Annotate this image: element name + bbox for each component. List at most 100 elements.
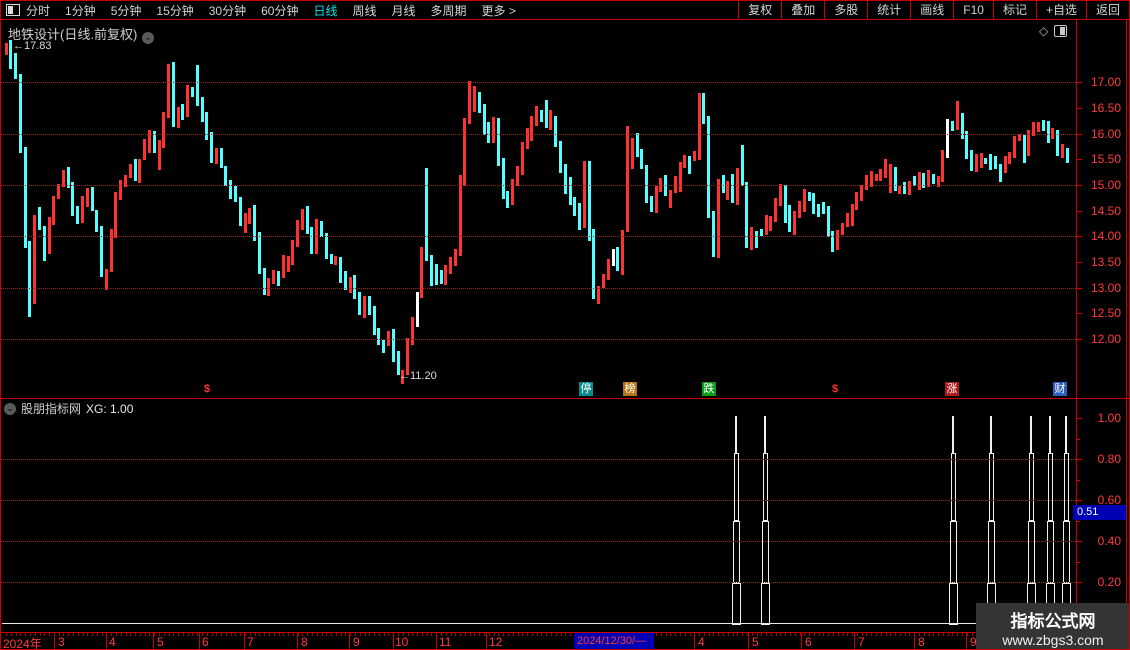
event-marker[interactable]: 涨 — [945, 382, 959, 396]
time-axis-tick — [842, 633, 844, 636]
candle — [735, 168, 739, 205]
candle — [472, 86, 476, 112]
watermark: 指标公式网 www.zbgs3.com — [976, 603, 1129, 649]
diamond-icon[interactable]: ◇ — [1039, 24, 1049, 38]
menu-item-period[interactable]: 5分钟 — [110, 3, 142, 18]
candle — [625, 126, 629, 232]
low-price-annotation: ←11.20 — [399, 370, 437, 382]
menu-item-period[interactable]: 1分钟 — [65, 3, 96, 18]
menu-item-tool[interactable]: 返回 — [1085, 1, 1129, 19]
event-marker[interactable]: 财 — [1053, 382, 1067, 396]
time-axis-tick — [746, 633, 748, 636]
time-axis-tick — [656, 633, 658, 636]
price-axis-tick — [1076, 287, 1082, 289]
signal-spike — [1065, 416, 1067, 453]
candle — [18, 73, 22, 153]
time-axis-tick — [101, 633, 103, 636]
indicator-gridline — [1, 582, 1076, 584]
menu-item-period[interactable]: 月线 — [391, 3, 416, 18]
event-marker[interactable]: 榜 — [623, 382, 637, 396]
chevron-down-icon[interactable]: ⌄ — [142, 32, 155, 44]
menu-item-period[interactable]: 15分钟 — [156, 3, 194, 18]
candle — [831, 231, 835, 252]
menu-item-tool[interactable]: 画线 — [910, 1, 953, 19]
candle — [563, 164, 567, 194]
time-axis-tick — [273, 633, 275, 636]
menu-item-tool[interactable]: 复权 — [738, 1, 781, 19]
selected-date-badge[interactable]: 2024/12/30/— — [574, 633, 654, 649]
indicator-gridline — [1, 541, 1076, 543]
chart-title[interactable]: 地铁设计(日线.前复权) ⌄ — [8, 24, 155, 44]
time-axis-tick — [761, 633, 763, 636]
main-candlestick-chart[interactable] — [1, 20, 1076, 398]
time-axis-tick — [871, 633, 873, 636]
event-marker[interactable]: 停 — [579, 382, 593, 396]
menu-item-period[interactable]: 多周期 — [430, 3, 467, 18]
candle — [860, 185, 864, 202]
menu-item-period[interactable]: 分时 — [26, 3, 51, 18]
menu-item-period[interactable]: 周线 — [352, 3, 377, 18]
price-axis-label: 16.50 — [1090, 100, 1121, 115]
indicator-name[interactable]: 股朋指标网 — [21, 402, 82, 416]
candle — [841, 222, 844, 236]
time-axis-tick — [187, 633, 189, 636]
price-axis-tick — [1076, 338, 1082, 340]
candle — [429, 255, 433, 287]
time-axis-tick — [464, 633, 466, 636]
menu-item-period[interactable]: 日线 — [313, 3, 338, 18]
price-gridline — [1, 82, 1076, 84]
time-axis-tick — [527, 633, 528, 636]
menu-item-period[interactable]: 30分钟 — [208, 3, 247, 18]
time-axis-tick — [785, 633, 787, 636]
time-axis-tick — [221, 633, 223, 636]
menu-item-tool[interactable]: F10 — [953, 1, 993, 19]
month-label: 5 — [752, 635, 759, 649]
candle — [33, 215, 37, 304]
menu-item-tool[interactable]: 多股 — [824, 1, 867, 19]
candle — [582, 160, 586, 228]
chevron-down-icon[interactable]: ⌄ — [4, 402, 16, 415]
candle — [711, 211, 715, 257]
event-marker-sell[interactable]: $ — [831, 383, 839, 395]
candle — [181, 104, 185, 121]
time-axis[interactable] — [1, 632, 1129, 649]
panel-layout-icon[interactable] — [1054, 25, 1068, 37]
candle — [396, 350, 400, 376]
candle — [109, 228, 113, 273]
candle — [907, 180, 911, 196]
price-gridline — [1, 338, 1076, 340]
time-axis-tick — [111, 633, 113, 636]
candle — [329, 254, 333, 265]
menu-item-tool[interactable]: +自选 — [1035, 1, 1086, 19]
indicator-minor-tick — [1076, 561, 1080, 563]
time-axis-tick — [163, 633, 165, 636]
time-axis-tick — [154, 633, 156, 636]
candle — [678, 162, 682, 193]
time-axis-tick — [818, 633, 820, 636]
candle — [453, 248, 457, 267]
candle — [912, 176, 916, 186]
event-marker-sell[interactable]: $ — [203, 383, 211, 395]
time-axis-tick — [680, 633, 681, 636]
menu-item-tool[interactable]: 标记 — [992, 1, 1036, 19]
candle — [559, 141, 562, 173]
event-marker[interactable]: 跌 — [702, 382, 716, 396]
time-axis-tick — [895, 633, 897, 636]
indicator-minor-tick — [1076, 520, 1080, 522]
candle — [807, 191, 811, 201]
menu-item-tool[interactable]: 统计 — [867, 1, 910, 19]
menu-item-period[interactable]: 更多 > — [481, 3, 516, 18]
indicator-panel[interactable] — [1, 399, 1076, 632]
indicator-value-label: XG: 1.00 — [86, 401, 134, 416]
candle — [826, 205, 830, 237]
candle — [152, 130, 156, 154]
price-axis-tick — [1076, 159, 1082, 161]
time-axis-tick — [555, 633, 557, 636]
indicator-minor-tick — [1076, 418, 1080, 419]
menu-item-period[interactable]: 60分钟 — [261, 3, 299, 18]
menu-item-tool[interactable]: 叠加 — [781, 1, 824, 19]
window-split-icon[interactable] — [6, 4, 20, 16]
time-axis-tick — [307, 633, 309, 636]
candle — [869, 171, 873, 188]
time-axis-tick — [25, 633, 27, 636]
